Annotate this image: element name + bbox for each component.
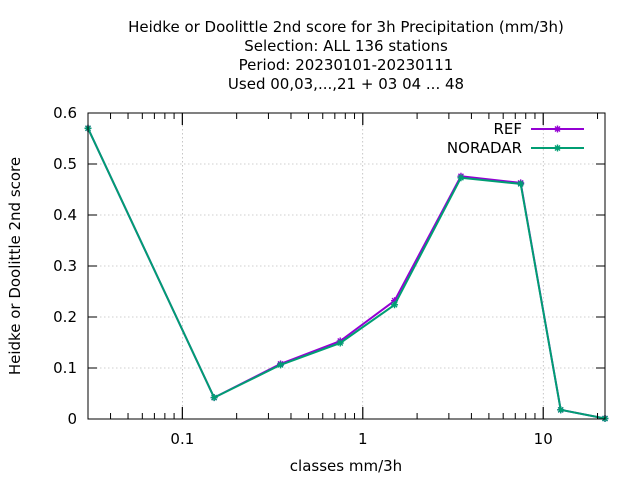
x-tick-label: 0.1 (170, 430, 194, 448)
y-axis-label: Heidke or Doolittle 2nd score (6, 157, 24, 375)
legend-marker-ref (554, 125, 561, 133)
data-point-noradar (457, 174, 465, 182)
chart-title: Heidke or Doolittle 2nd score for 3h Pre… (128, 18, 564, 93)
y-tick-label: 0.1 (53, 359, 77, 377)
data-point-noradar (277, 361, 285, 369)
y-tick-label: 0.2 (53, 308, 77, 326)
plot-frame (87, 112, 606, 420)
title-line-2: Selection: ALL 136 stations (244, 37, 448, 55)
title-line-3: Period: 20230101-20230111 (239, 56, 454, 74)
data-point-noradar (391, 301, 399, 309)
x-tick-label: 10 (534, 430, 553, 448)
title-line-4: Used 00,03,...,21 + 03 04 ... 48 (228, 75, 464, 93)
plot-series (84, 124, 609, 422)
y-tick-label: 0.6 (53, 104, 77, 122)
legend-label-noradar: NORADAR (447, 139, 522, 157)
series-line-ref (87, 127, 606, 420)
y-tick-label: 0 (67, 410, 77, 428)
legend-label-ref: REF (493, 120, 522, 138)
data-point-noradar (557, 406, 565, 414)
y-tick-label: 0.4 (53, 206, 77, 224)
grid (88, 113, 605, 419)
x-axis-label: classes mm/3h (290, 457, 402, 475)
legend-marker-noradar (554, 144, 561, 152)
data-point-noradar (210, 394, 218, 402)
x-tick-label: 1 (358, 430, 368, 448)
data-point-noradar (336, 339, 344, 347)
axis-ticks: 0 0.1 0.2 0.3 0.4 0.5 0.6 0.1 1 10 (53, 104, 605, 448)
data-point-noradar (517, 180, 525, 188)
y-tick-label: 0.3 (53, 257, 77, 275)
series-line-noradar (87, 127, 606, 420)
title-line-1: Heidke or Doolittle 2nd score for 3h Pre… (128, 18, 564, 36)
y-tick-label: 0.5 (53, 155, 77, 173)
